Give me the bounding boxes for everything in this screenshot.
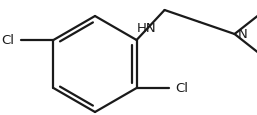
Text: N: N [237,28,247,41]
Text: HN: HN [137,21,156,34]
Text: Cl: Cl [176,82,189,95]
Text: Cl: Cl [2,34,14,47]
